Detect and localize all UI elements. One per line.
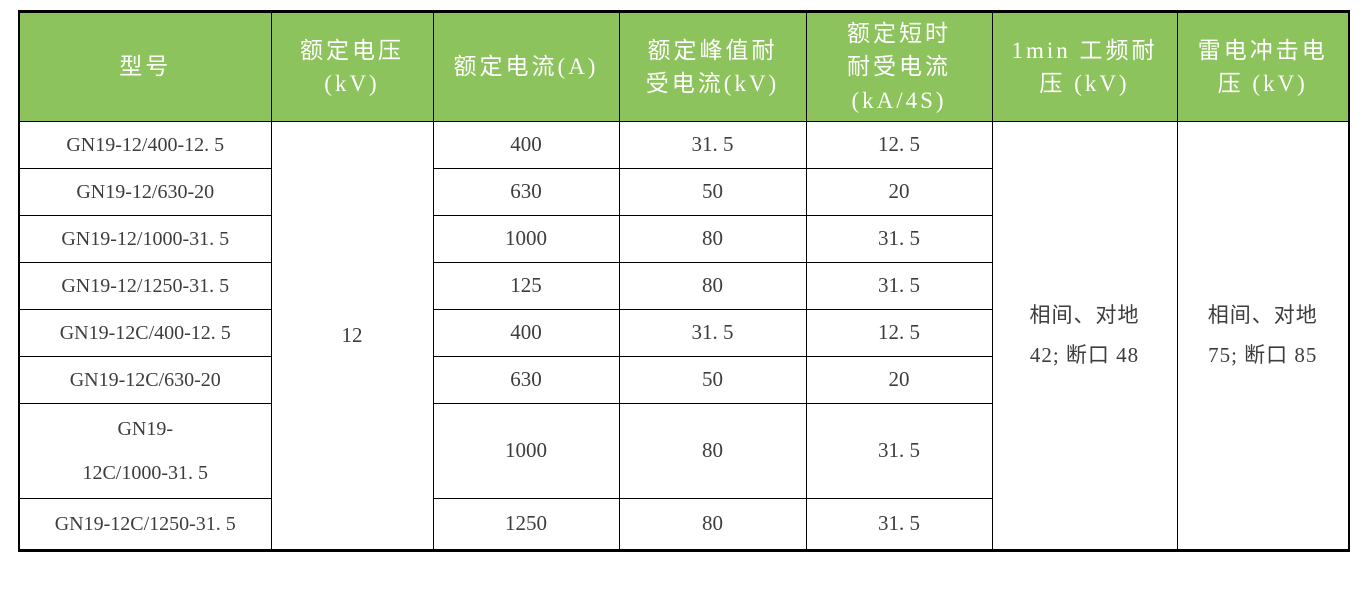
model-cell: GN19- 12C/1000-31. 5 — [18, 403, 272, 499]
model-cell: GN19-12/630-20 — [18, 168, 272, 216]
lightning-impulse-merged-cell: 相间、对地 75; 断口 85 — [1176, 121, 1350, 551]
table-row: GN19-12/400-12. 5 12 400 31. 5 12. 5 相间、… — [18, 121, 1350, 551]
spec-table: 型号 额定电压 (kV) 额定电流(A) 额定峰值耐 受电流(kV) 额定短时 … — [18, 10, 1350, 552]
header-cell-rated-current: 额定电流(A) — [432, 11, 620, 122]
short-time-cell: 31. 5 — [805, 262, 993, 310]
short-time-cell: 31. 5 — [805, 498, 993, 551]
table-row: GN19-12/1000-31. 5 1000 80 31. 5 — [18, 215, 1349, 263]
header-cell-rated-voltage: 额定电压 (kV) — [270, 11, 434, 122]
peak-cell: 50 — [618, 168, 807, 216]
peak-cell: 80 — [618, 262, 807, 310]
header-cell-short-time-withstand-current: 额定短时 耐受电流 (kA/4S) — [805, 11, 993, 122]
short-time-cell: 31. 5 — [805, 215, 993, 263]
peak-cell: 80 — [618, 403, 807, 499]
current-cell: 400 — [432, 309, 620, 357]
peak-cell: 80 — [618, 498, 807, 551]
header-cell-peak-withstand-current: 额定峰值耐 受电流(kV) — [618, 11, 807, 122]
short-time-cell: 12. 5 — [805, 121, 993, 169]
table-row: GN19-12C/1250-31. 5 1250 80 31. 5 — [18, 498, 1349, 551]
current-cell: 630 — [432, 356, 620, 404]
model-cell: GN19-12/400-12. 5 — [18, 121, 272, 169]
peak-cell: 31. 5 — [618, 309, 807, 357]
current-cell: 1000 — [432, 403, 620, 499]
short-time-cell: 20 — [805, 356, 993, 404]
short-time-cell: 12. 5 — [805, 309, 993, 357]
header-cell-lightning-impulse-voltage: 雷电冲击电 压 (kV) — [1176, 11, 1350, 122]
table-row: GN19-12/1250-31. 5 125 80 31. 5 — [18, 262, 1349, 310]
peak-cell: 31. 5 — [618, 121, 807, 169]
current-cell: 125 — [432, 262, 620, 310]
table-row: GN19- 12C/1000-31. 5 1000 80 31. 5 — [18, 403, 1349, 499]
rated-voltage-merged-cell: 12 — [270, 121, 434, 551]
model-cell: GN19-12C/400-12. 5 — [18, 309, 272, 357]
table-header: 型号 额定电压 (kV) 额定电流(A) 额定峰值耐 受电流(kV) 额定短时 … — [18, 11, 1350, 122]
short-time-cell: 20 — [805, 168, 993, 216]
header-row: 型号 额定电压 (kV) 额定电流(A) 额定峰值耐 受电流(kV) 额定短时 … — [18, 11, 1350, 122]
header-cell-model: 型号 — [18, 11, 272, 122]
table-row: GN19-12C/400-12. 5 400 31. 5 12. 5 — [18, 309, 1349, 357]
model-cell: GN19-12C/630-20 — [18, 356, 272, 404]
power-freq-withstand-merged-cell: 相间、对地 42; 断口 48 — [991, 121, 1178, 551]
current-cell: 630 — [432, 168, 620, 216]
table-row: GN19-12/630-20 630 50 20 — [18, 168, 1349, 216]
model-cell: GN19-12/1000-31. 5 — [18, 215, 272, 263]
current-cell: 1250 — [432, 498, 620, 551]
table-body: GN19-12/400-12. 5 12 400 31. 5 12. 5 相间、… — [18, 121, 1350, 551]
short-time-cell: 31. 5 — [805, 403, 993, 499]
current-cell: 1000 — [432, 215, 620, 263]
current-cell: 400 — [432, 121, 620, 169]
peak-cell: 50 — [618, 356, 807, 404]
model-cell: GN19-12C/1250-31. 5 — [18, 498, 272, 551]
header-cell-power-freq-withstand-voltage: 1min 工频耐 压 (kV) — [991, 11, 1178, 122]
peak-cell: 80 — [618, 215, 807, 263]
model-cell: GN19-12/1250-31. 5 — [18, 262, 272, 310]
